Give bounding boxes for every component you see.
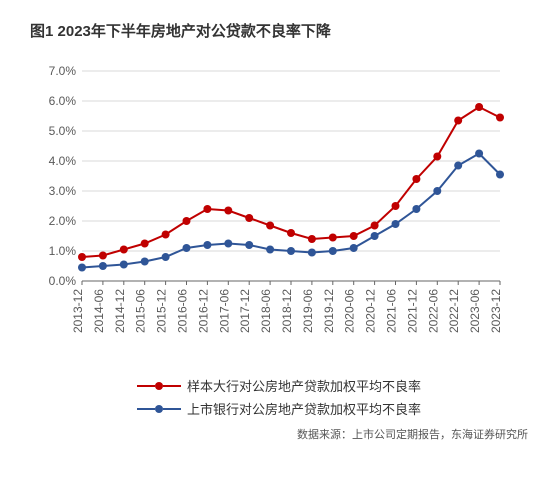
figure-title: 图1 2023年下半年房地产对公贷款不良率下降 xyxy=(30,20,528,41)
svg-text:2023-06: 2023-06 xyxy=(468,289,482,333)
svg-text:2017-06: 2017-06 xyxy=(217,289,231,333)
svg-text:2018-06: 2018-06 xyxy=(259,289,273,333)
svg-text:2022-12: 2022-12 xyxy=(447,289,461,333)
svg-text:0.0%: 0.0% xyxy=(49,274,77,288)
svg-text:2017-12: 2017-12 xyxy=(238,289,252,333)
svg-text:2014-12: 2014-12 xyxy=(113,289,127,333)
data-source: 数据来源：上市公司定期报告，东海证券研究所 xyxy=(30,426,528,442)
svg-text:3.0%: 3.0% xyxy=(49,184,77,198)
line-chart: 0.0% 1.0% 2.0% 3.0% 4.0% 5.0% 6.0% 7.0% 2013-12 2… xyxy=(30,61,510,361)
legend-swatch-0 xyxy=(137,382,181,390)
svg-text:2020-12: 2020-12 xyxy=(364,289,378,333)
figure-container: 图1 2023年下半年房地产对公贷款不良率下降 0.0% 1.0% 2.0% 3.0%… xyxy=(0,0,558,501)
svg-text:2023-12: 2023-12 xyxy=(489,289,503,333)
svg-text:1.0%: 1.0% xyxy=(49,244,77,258)
svg-text:2019-06: 2019-06 xyxy=(301,289,315,333)
svg-text:2020-06: 2020-06 xyxy=(343,289,357,333)
svg-text:2015-06: 2015-06 xyxy=(134,289,148,333)
svg-text:2013-12: 2013-12 xyxy=(71,289,85,333)
svg-text:2021-06: 2021-06 xyxy=(385,289,399,333)
svg-text:5.0%: 5.0% xyxy=(49,124,77,138)
svg-text:2016-06: 2016-06 xyxy=(176,289,190,333)
svg-text:2019-12: 2019-12 xyxy=(322,289,336,333)
svg-text:2.0%: 2.0% xyxy=(49,214,77,228)
legend-label-0: 样本大行对公房地产贷款加权平均不良率 xyxy=(187,376,421,395)
legend-label-1: 上市银行对公房地产贷款加权平均不良率 xyxy=(187,399,421,418)
svg-text:2015-12: 2015-12 xyxy=(155,289,169,333)
chart-area: 0.0% 1.0% 2.0% 3.0% 4.0% 5.0% 6.0% 7.0% 2013-12 2… xyxy=(30,61,528,366)
legend-swatch-1 xyxy=(137,405,181,413)
svg-text:2014-06: 2014-06 xyxy=(92,289,106,333)
svg-text:6.0%: 6.0% xyxy=(49,94,77,108)
svg-text:2016-12: 2016-12 xyxy=(196,289,210,333)
svg-text:4.0%: 4.0% xyxy=(49,154,77,168)
svg-text:7.0%: 7.0% xyxy=(49,64,77,78)
legend-item-1: 上市银行对公房地产贷款加权平均不良率 xyxy=(30,399,528,418)
svg-text:2021-12: 2021-12 xyxy=(405,289,419,333)
svg-text:2022-06: 2022-06 xyxy=(426,289,440,333)
legend-item-0: 样本大行对公房地产贷款加权平均不良率 xyxy=(30,376,528,395)
legend: 样本大行对公房地产贷款加权平均不良率 上市银行对公房地产贷款加权平均不良率 xyxy=(30,376,528,418)
svg-text:2018-12: 2018-12 xyxy=(280,289,294,333)
